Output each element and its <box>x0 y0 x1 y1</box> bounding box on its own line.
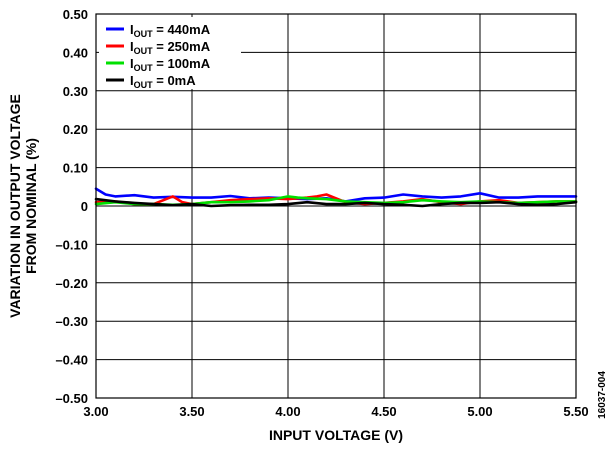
figure-id-label: 16037-004 <box>597 371 608 419</box>
y-tick-label: 0.30 <box>63 84 88 99</box>
y-tick-label: 0.50 <box>63 7 88 22</box>
series-group <box>94 187 578 208</box>
x-tick-label: 5.00 <box>467 404 492 419</box>
y-tick-label: 0 <box>81 199 88 214</box>
y-tick-label: 0.10 <box>63 161 88 176</box>
x-tick-label: 5.50 <box>563 404 588 419</box>
y-tick-label: 0.40 <box>63 45 88 60</box>
x-tick-label: 4.50 <box>371 404 396 419</box>
x-tick-label: 3.00 <box>83 404 108 419</box>
y-tick-label: –0.10 <box>55 237 88 252</box>
legend-entry-2: IOUT = 100mA <box>130 56 211 73</box>
y-tick-label: 0.20 <box>63 122 88 137</box>
y-tick-label: –0.30 <box>55 314 88 329</box>
series-line-3 <box>94 197 578 208</box>
legend-entry-1: IOUT = 250mA <box>130 39 211 56</box>
legend-entry-3: IOUT = 0mA <box>130 73 196 90</box>
plot-frame <box>95 13 577 399</box>
x-tick-label: 4.00 <box>275 404 300 419</box>
y-axis-title-line-1: VARIATION IN OUTPUT VOLTAGE <box>7 94 23 318</box>
x-tick-label: 3.50 <box>179 404 204 419</box>
legend-entry-0: IOUT = 440mA <box>130 22 211 39</box>
x-axis-title: INPUT VOLTAGE (V) <box>269 427 403 443</box>
y-tick-label: –0.40 <box>55 353 88 368</box>
y-axis-title-line-2: FROM NOMINAL (%) <box>23 138 39 274</box>
tick-labels: 3.00 3.50 4.00 4.50 5.00 5.50 0.50 0.40 0.30 0.20… <box>55 7 588 419</box>
y-tick-label: –0.50 <box>55 391 88 406</box>
y-tick-label: –0.20 <box>55 276 88 291</box>
